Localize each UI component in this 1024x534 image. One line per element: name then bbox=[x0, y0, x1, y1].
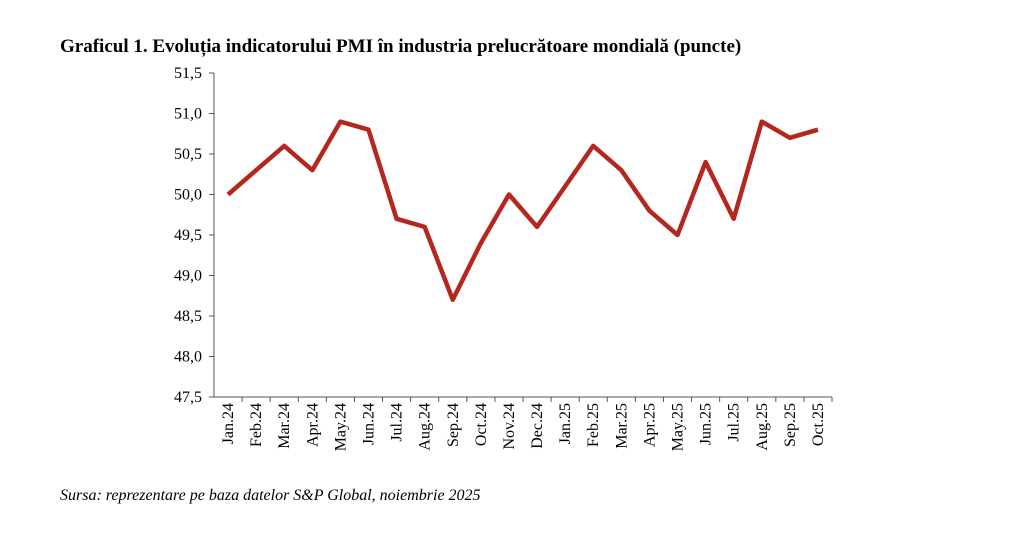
y-tick-label: 50,5 bbox=[174, 146, 202, 163]
y-tick-label: 51,5 bbox=[174, 65, 202, 82]
x-tick-label: Jun.24 bbox=[361, 403, 378, 445]
chart-source: Sursa: reprezentare pe baza datelor S&P … bbox=[60, 487, 481, 504]
x-tick-label: Jul.24 bbox=[389, 403, 406, 442]
x-tick-label: Sep.25 bbox=[782, 403, 799, 447]
y-tick-label: 51,0 bbox=[174, 106, 202, 123]
x-tick-label: Sep.24 bbox=[445, 403, 462, 447]
x-tick-label: Apr.24 bbox=[304, 403, 321, 447]
x-tick-label: Feb.25 bbox=[585, 403, 602, 447]
x-tick-label: Jun.25 bbox=[698, 403, 715, 445]
x-tick-label: Dec.24 bbox=[529, 403, 546, 449]
x-tick-label: Aug.25 bbox=[754, 403, 771, 451]
chart-title: Graficul 1. Evoluția indicatorului PMI î… bbox=[60, 36, 741, 57]
x-tick-label: Mar.24 bbox=[276, 403, 293, 449]
x-tick-label: Feb.24 bbox=[248, 403, 265, 447]
x-tick-label: Mar.25 bbox=[613, 403, 630, 449]
y-tick-label: 49,5 bbox=[174, 227, 202, 244]
x-tick-label: Jan.24 bbox=[220, 403, 237, 444]
x-tick-label: May.24 bbox=[332, 403, 349, 451]
x-tick-label: Jan.25 bbox=[557, 403, 574, 444]
x-tick-label: Apr.25 bbox=[641, 403, 658, 447]
x-tick-label: Aug.24 bbox=[417, 403, 434, 451]
y-tick-label: 48,5 bbox=[174, 308, 202, 325]
y-tick-label: 48,0 bbox=[174, 349, 202, 366]
y-tick-label: 49,0 bbox=[174, 268, 202, 285]
x-tick-label: Nov.24 bbox=[501, 403, 518, 450]
x-tick-label: May.25 bbox=[670, 403, 687, 451]
y-tick-label: 50,0 bbox=[174, 187, 202, 204]
y-tick-label: 47,5 bbox=[174, 389, 202, 406]
x-tick-label: Jul.25 bbox=[726, 403, 743, 442]
data-line bbox=[226, 119, 819, 303]
x-tick-label: Oct.25 bbox=[810, 403, 827, 446]
x-tick-label: Oct.24 bbox=[473, 403, 490, 446]
